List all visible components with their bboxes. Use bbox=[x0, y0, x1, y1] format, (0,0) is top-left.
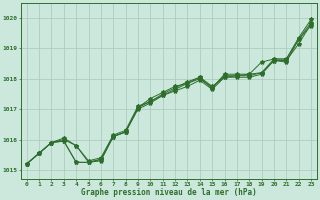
X-axis label: Graphe pression niveau de la mer (hPa): Graphe pression niveau de la mer (hPa) bbox=[81, 188, 257, 197]
